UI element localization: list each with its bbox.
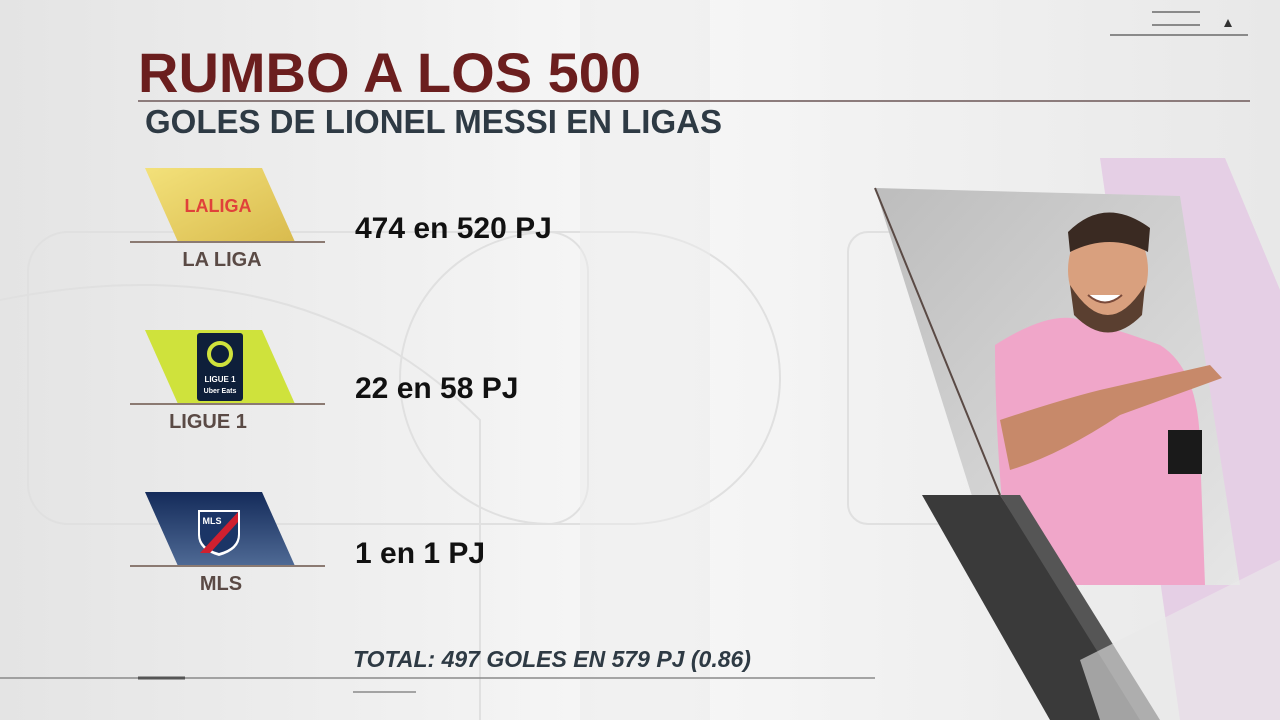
menu-arrow[interactable] [1224,19,1232,27]
title: RUMBO A LOS 500 [138,41,641,104]
subtitle: GOLES DE LIONEL MESSI EN LIGAS [145,103,722,140]
mls-logo: MLS [203,516,222,526]
player-photo [995,212,1222,585]
panel-edge [874,187,1001,496]
ligue1-badge-mark [207,341,233,367]
league-name: LIGUE 1 [169,411,247,433]
ligue1-logo-sub: Uber Eats [204,388,237,395]
total: TOTAL: 497 GOLES EN 579 PJ (0.86) [353,646,751,672]
menu-icon[interactable] [1110,11,1248,36]
league-stat: 474 en 520 PJ [355,212,552,245]
league-name: LA LIGA [182,249,261,271]
ligue1-logo: LIGUE 1 [204,375,236,384]
mls-slash [200,512,238,553]
league-stat: 22 en 58 PJ [355,372,518,405]
laliga-logo: LALIGA [185,196,252,216]
league-name: MLS [200,573,242,595]
laliga-logo-bg [145,168,295,242]
league-stat: 1 en 1 PJ [355,537,485,570]
background-band [580,0,710,720]
panel-floor [1080,560,1280,720]
